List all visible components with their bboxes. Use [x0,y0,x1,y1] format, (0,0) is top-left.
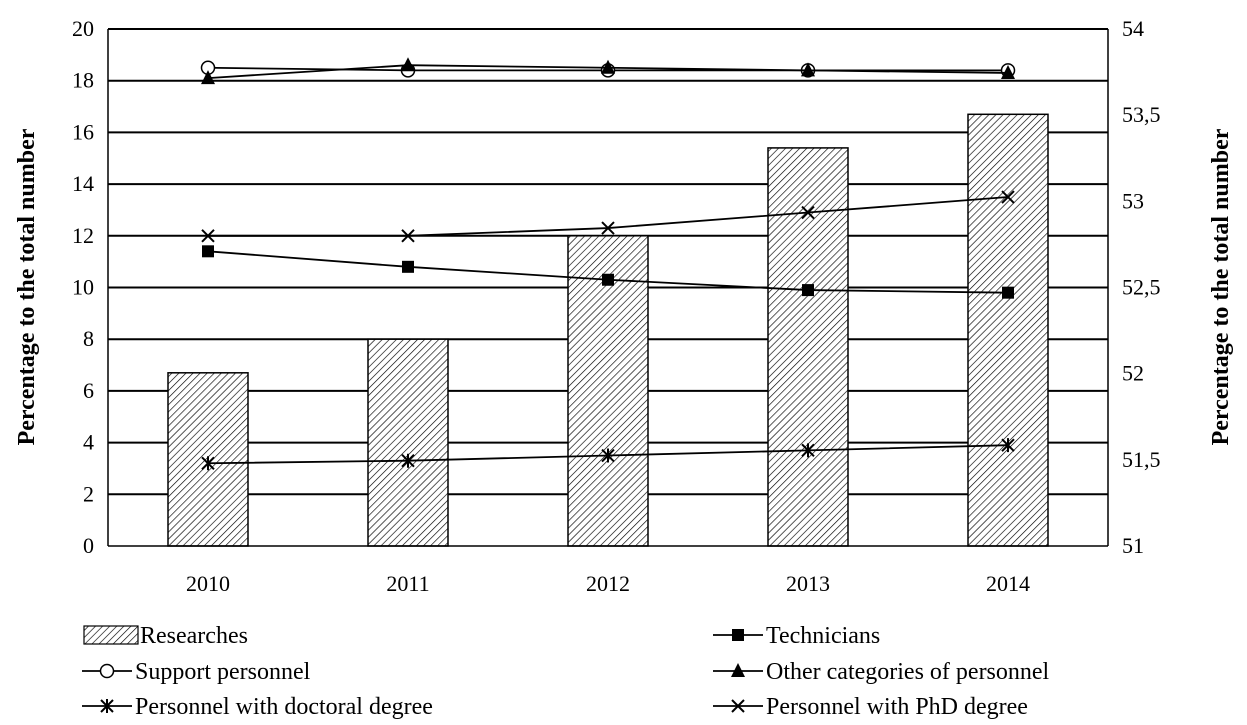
legend-item: Technicians [713,623,880,649]
data-point [601,448,615,463]
legend: Researches Technicians Support personnel Ot… [82,623,1050,720]
y-left-tick-label: 10 [72,275,94,300]
x-tick-label: 2011 [386,571,429,596]
y-axis-right-title: Percentage to the total number [1208,128,1234,445]
legend-label: Personnel with doctoral degree [135,694,433,720]
right-axis-ticks: 51 51,5 52 52,5 53 53,5 54 [1122,16,1161,558]
legend-marker [732,629,744,641]
y-right-tick-label: 51 [1122,533,1144,558]
line-series [201,57,1015,85]
legend-label: Researches [140,623,248,649]
legend-marker [100,699,114,713]
legend-item: Support personnel [82,659,311,685]
data-point [401,229,415,243]
bar [767,147,849,547]
y-left-tick-label: 2 [83,481,94,506]
data-point [801,205,815,220]
legend-label: Technicians [766,623,880,649]
y-left-tick-label: 6 [83,378,94,403]
y-left-tick-label: 0 [83,533,94,558]
plot-frame [107,29,1109,547]
y-axis-left-title: Percentage to the total number [14,128,40,445]
y-left-tick-label: 18 [72,68,94,93]
legend-marker [731,663,745,677]
x-tick-label: 2013 [786,571,830,596]
legend-label: Support personnel [135,659,311,685]
data-point [1001,438,1015,453]
legend-item: Researches [83,623,248,649]
left-axis-ticks: 0 2 4 6 8 10 12 14 16 18 20 [72,16,94,558]
x-tick-label: 2010 [186,571,230,596]
data-point [202,245,214,258]
data-point [801,62,815,77]
data-point [601,59,615,74]
x-tick-label: 2014 [986,571,1030,596]
bar-layer [167,113,1049,547]
legend-marker [731,699,745,713]
data-point [602,273,614,286]
data-point [201,70,215,85]
legend-item: Personnel with PhD degree [713,694,1028,720]
y-right-tick-label: 52 [1122,361,1144,386]
legend-marker [99,663,115,679]
data-point [1001,190,1015,204]
data-point [401,453,415,468]
data-point [802,284,814,297]
y-right-tick-label: 53,5 [1122,102,1161,127]
bar [967,113,1049,547]
bar [567,235,649,547]
y-left-tick-label: 20 [72,16,94,41]
data-point [201,456,215,471]
line-series [202,245,1014,299]
data-point [601,221,615,235]
data-point [402,260,414,273]
legend-swatch [83,625,139,645]
data-point [401,57,415,72]
y-left-tick-label: 14 [72,171,94,196]
y-right-tick-label: 52,5 [1122,275,1161,300]
line-series [201,190,1015,243]
legend-item: Personnel with doctoral degree [82,694,433,720]
data-point [201,229,215,243]
legend-item: Other categories of personnel [713,659,1050,685]
y-left-tick-label: 16 [72,119,94,144]
data-point [1002,286,1014,299]
x-tick-label: 2012 [586,571,630,596]
line-series [201,438,1015,471]
y-left-tick-label: 12 [72,223,94,248]
series-line [208,196,1009,237]
y-left-tick-label: 8 [83,326,94,351]
y-right-tick-label: 53 [1122,188,1144,213]
y-left-tick-label: 4 [83,430,94,455]
data-point [801,443,815,458]
data-point [1001,64,1015,79]
legend-label: Other categories of personnel [766,659,1050,685]
y-right-tick-label: 54 [1122,16,1144,41]
line-layer [200,57,1016,471]
legend-label: Personnel with PhD degree [766,694,1028,720]
bar [367,338,449,547]
x-axis-ticks: 2010 2011 2012 2013 2014 [186,571,1030,596]
y-right-tick-label: 51,5 [1122,447,1161,472]
